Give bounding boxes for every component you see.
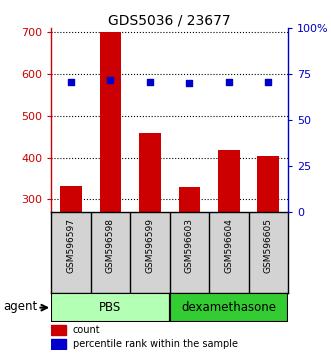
Point bbox=[69, 79, 74, 84]
Text: percentile rank within the sample: percentile rank within the sample bbox=[72, 339, 238, 349]
Text: count: count bbox=[72, 325, 100, 335]
Bar bbox=[60, 185, 82, 212]
Point bbox=[265, 79, 271, 84]
Point bbox=[187, 81, 192, 86]
Bar bbox=[258, 155, 279, 212]
Bar bbox=[100, 33, 121, 212]
Text: agent: agent bbox=[3, 300, 37, 313]
Text: GSM596603: GSM596603 bbox=[185, 218, 194, 273]
Bar bbox=[169, 293, 288, 322]
Title: GDS5036 / 23677: GDS5036 / 23677 bbox=[108, 13, 231, 27]
Text: GSM596599: GSM596599 bbox=[145, 218, 155, 273]
Text: GSM596605: GSM596605 bbox=[264, 218, 273, 273]
Point bbox=[147, 79, 153, 84]
Point bbox=[108, 77, 113, 82]
Text: PBS: PBS bbox=[99, 301, 121, 314]
Point bbox=[226, 79, 231, 84]
Text: GSM596598: GSM596598 bbox=[106, 218, 115, 273]
Bar bbox=[218, 150, 240, 212]
Bar bbox=[139, 133, 161, 212]
Bar bbox=[51, 325, 66, 335]
Text: GSM596604: GSM596604 bbox=[224, 218, 233, 273]
Bar bbox=[178, 187, 200, 212]
Text: GSM596597: GSM596597 bbox=[67, 218, 75, 273]
Bar bbox=[51, 293, 169, 322]
Bar bbox=[51, 339, 66, 349]
Text: dexamethasone: dexamethasone bbox=[181, 301, 276, 314]
